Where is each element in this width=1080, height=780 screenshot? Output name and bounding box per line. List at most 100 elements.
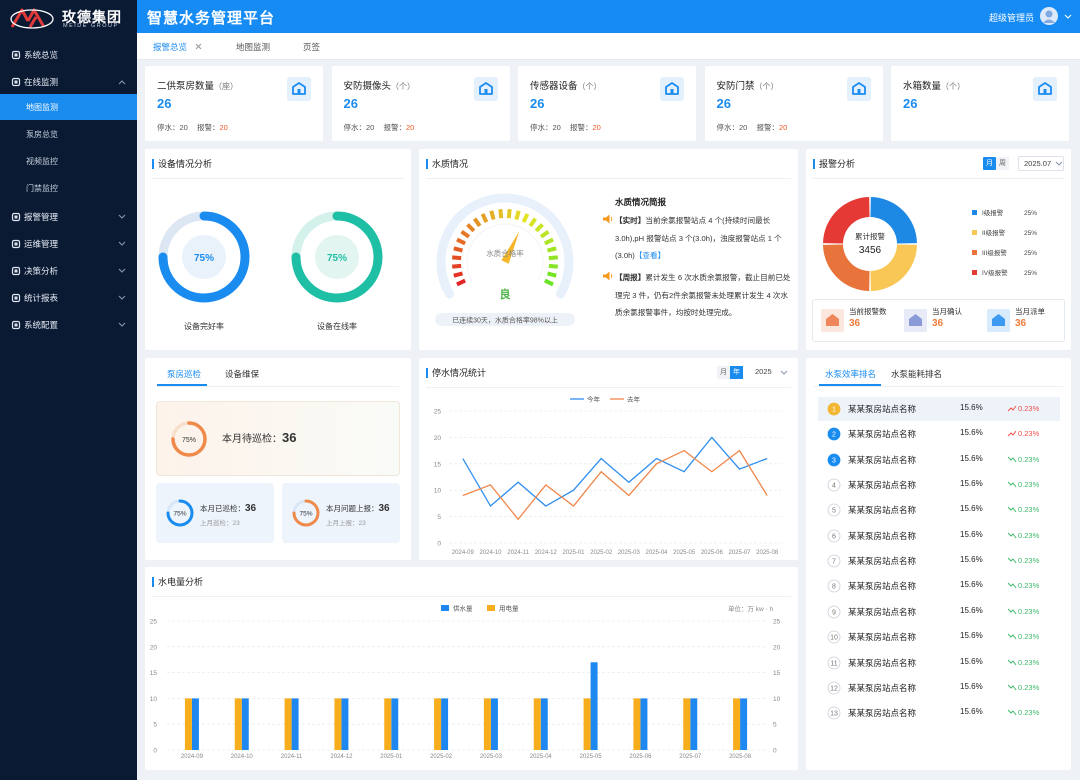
legend-swatch bbox=[972, 210, 977, 215]
menu-item[interactable]: 系统配置 bbox=[0, 313, 137, 337]
chevron bbox=[1064, 14, 1072, 19]
inspection-main-ring: 75% bbox=[171, 421, 207, 457]
period-toggle[interactable]: 年 bbox=[730, 366, 743, 379]
ranking-row[interactable]: 5 某某泵房站点名称 15.6% 0.23% bbox=[818, 498, 1060, 522]
rank-circle bbox=[827, 681, 841, 695]
card-title-text: 安防摄像头 bbox=[343, 81, 392, 92]
menu-icon-dot bbox=[14, 53, 18, 57]
menu-icon bbox=[11, 266, 21, 276]
panel-divider bbox=[426, 387, 791, 388]
ranking-row[interactable]: 12 某某泵房站点名称 15.6% 0.23% bbox=[818, 676, 1060, 700]
alarm-panel: 报警分析 月周 2025.07 I级报警 25% II级报警 25% III级报警 25% IV级… bbox=[806, 149, 1071, 350]
year-select[interactable]: 2025 bbox=[755, 367, 772, 376]
menu-item[interactable]: 运维管理 bbox=[0, 232, 137, 256]
menu-item[interactable]: 报警管理 bbox=[0, 205, 137, 229]
date-select[interactable]: 2025.07 bbox=[1018, 156, 1064, 171]
station-name: 某某泵房站点名称 bbox=[848, 530, 917, 541]
inspection-main-text: 本月待巡检：36 bbox=[222, 430, 392, 448]
legend-swatch bbox=[487, 605, 495, 611]
avatar-body bbox=[1043, 19, 1055, 23]
inspection-main: 75% 本月待巡检：36 bbox=[156, 401, 400, 476]
ranking-row[interactable]: 8 某某泵房站点名称 15.6% 0.23% bbox=[818, 574, 1060, 598]
legend-value: 25% bbox=[1024, 250, 1037, 257]
gauge-tick bbox=[548, 255, 558, 261]
ranking-row[interactable]: 3 某某泵房站点名称 15.6% 0.23% bbox=[818, 448, 1060, 472]
card-stat-value: 20 bbox=[366, 123, 375, 132]
menu-item[interactable]: 决策分析 bbox=[0, 259, 137, 283]
trend-arrow bbox=[1007, 507, 1017, 513]
ranking-row[interactable]: 2 某某泵房站点名称 15.6% 0.23% bbox=[818, 422, 1060, 446]
ring-label: 75% bbox=[327, 253, 347, 264]
ranking-tab[interactable]: 水泵效率排名 bbox=[825, 369, 877, 379]
trend-arrow-shape bbox=[1007, 532, 1017, 539]
submenu-item[interactable]: 视频监控 bbox=[0, 148, 137, 174]
card-value: 26 bbox=[157, 96, 172, 111]
menu-item[interactable]: 在线监测 bbox=[0, 70, 137, 94]
gauge-tick bbox=[452, 255, 462, 261]
y-tick-label: 15 bbox=[150, 670, 158, 677]
tab[interactable]: 页签 bbox=[303, 33, 373, 60]
brief-text: 累计发生 6 次水质余氯报警，截止目前已处理完 3 件，仍有2件余氯报警未处理累… bbox=[615, 273, 791, 317]
bar bbox=[434, 698, 442, 750]
donut-segment bbox=[823, 197, 870, 244]
submenu-item[interactable]: 泵房总览 bbox=[0, 121, 137, 147]
ring-label: 75% bbox=[194, 253, 214, 264]
header: 智慧水务管理平台 超级管理员 bbox=[137, 0, 1080, 33]
chevron bbox=[1055, 161, 1063, 166]
menu-icon bbox=[11, 320, 21, 330]
bar bbox=[583, 698, 591, 750]
inspection-card-text: 本月已巡检：36 bbox=[200, 503, 274, 515]
inspection-card-sub: 上月巡检：23 bbox=[200, 517, 274, 527]
panel-divider bbox=[152, 596, 791, 597]
rank-circle bbox=[827, 478, 841, 492]
tab[interactable]: 报警总览 bbox=[153, 33, 223, 60]
station-name: 某某泵房站点名称 bbox=[848, 505, 917, 516]
ranking-row[interactable]: 13 某某泵房站点名称 15.6% 0.23% bbox=[818, 701, 1060, 725]
ranking-row[interactable]: 1 某某泵房站点名称 15.6% 0.23% bbox=[818, 397, 1060, 421]
ranking-row[interactable]: 10 某某泵房站点名称 15.6% 0.23% bbox=[818, 625, 1060, 649]
station-change: 0.23% bbox=[1018, 530, 1040, 540]
station-rate: 15.6% bbox=[960, 529, 983, 539]
device-rings: 75% 设备完好率 75% 设备在线率 bbox=[158, 211, 383, 331]
inspection-card-value: 36 bbox=[245, 503, 257, 514]
card-stat-value: 20 bbox=[406, 123, 415, 132]
inspection-main-value: 36 bbox=[282, 430, 297, 445]
ranking-row[interactable]: 9 某某泵房站点名称 15.6% 0.23% bbox=[818, 600, 1060, 624]
card-stat-label: 报警： bbox=[197, 123, 220, 132]
gauge-inner bbox=[466, 223, 544, 282]
brief-link[interactable]: 【查看】 bbox=[634, 251, 666, 260]
ranking-tab[interactable]: 水泵能耗排名 bbox=[891, 369, 943, 379]
chevron bbox=[118, 295, 126, 300]
menu-icon bbox=[11, 50, 21, 60]
ranking-row[interactable]: 4 某某泵房站点名称 15.6% 0.23% bbox=[818, 473, 1060, 497]
submenu-item[interactable]: 门禁监控 bbox=[0, 175, 137, 201]
inspection-tab[interactable]: 泵房巡检 bbox=[167, 369, 202, 379]
submenu-label: 泵房总览 bbox=[26, 130, 58, 139]
ranking-row[interactable]: 6 某某泵房站点名称 15.6% 0.23% bbox=[818, 524, 1060, 548]
speaker-shape bbox=[603, 271, 610, 281]
menu-item[interactable]: 系统总览 bbox=[0, 43, 137, 67]
panel-title-accent bbox=[152, 159, 154, 169]
user-name[interactable]: 超级管理员 bbox=[989, 13, 1035, 23]
y-tick-label: 5 bbox=[773, 722, 777, 729]
card-unit: （个） bbox=[577, 82, 602, 91]
x-tick-label: 2025-04 bbox=[530, 754, 553, 760]
ranking-row[interactable]: 11 某某泵房站点名称 15.6% 0.23% bbox=[818, 651, 1060, 675]
period-toggle[interactable]: 月 bbox=[983, 157, 996, 170]
rank-badge: 7 bbox=[827, 554, 841, 568]
card-stat: 报警：20 bbox=[757, 122, 797, 132]
y-tick-label: 10 bbox=[150, 696, 158, 703]
period-toggle[interactable]: 周 bbox=[996, 157, 1009, 170]
stat-card: 安防摄像头（个） 26 停水：20 报警：20 bbox=[331, 66, 510, 141]
brief-tag: 【实时】 bbox=[615, 216, 646, 225]
menu-item[interactable]: 统计报表 bbox=[0, 286, 137, 310]
period-toggle[interactable]: 月 bbox=[717, 366, 730, 379]
gauge-caption: 已连续30天，水质合格率98%以上 bbox=[452, 316, 558, 325]
brief-text: 当前余氯报警站点 4 个(持续时间最长3.0h),pH 报警站点 3 个(3.0… bbox=[615, 216, 782, 260]
panel-title: 报警分析 bbox=[819, 159, 856, 169]
inspection-tab[interactable]: 设备维保 bbox=[225, 369, 260, 379]
ranking-row[interactable]: 7 某某泵房站点名称 15.6% 0.23% bbox=[818, 549, 1060, 573]
tab[interactable]: 地图监测 bbox=[236, 33, 306, 60]
submenu-item[interactable]: 地图监测 bbox=[0, 94, 137, 120]
series-line bbox=[462, 436, 768, 508]
